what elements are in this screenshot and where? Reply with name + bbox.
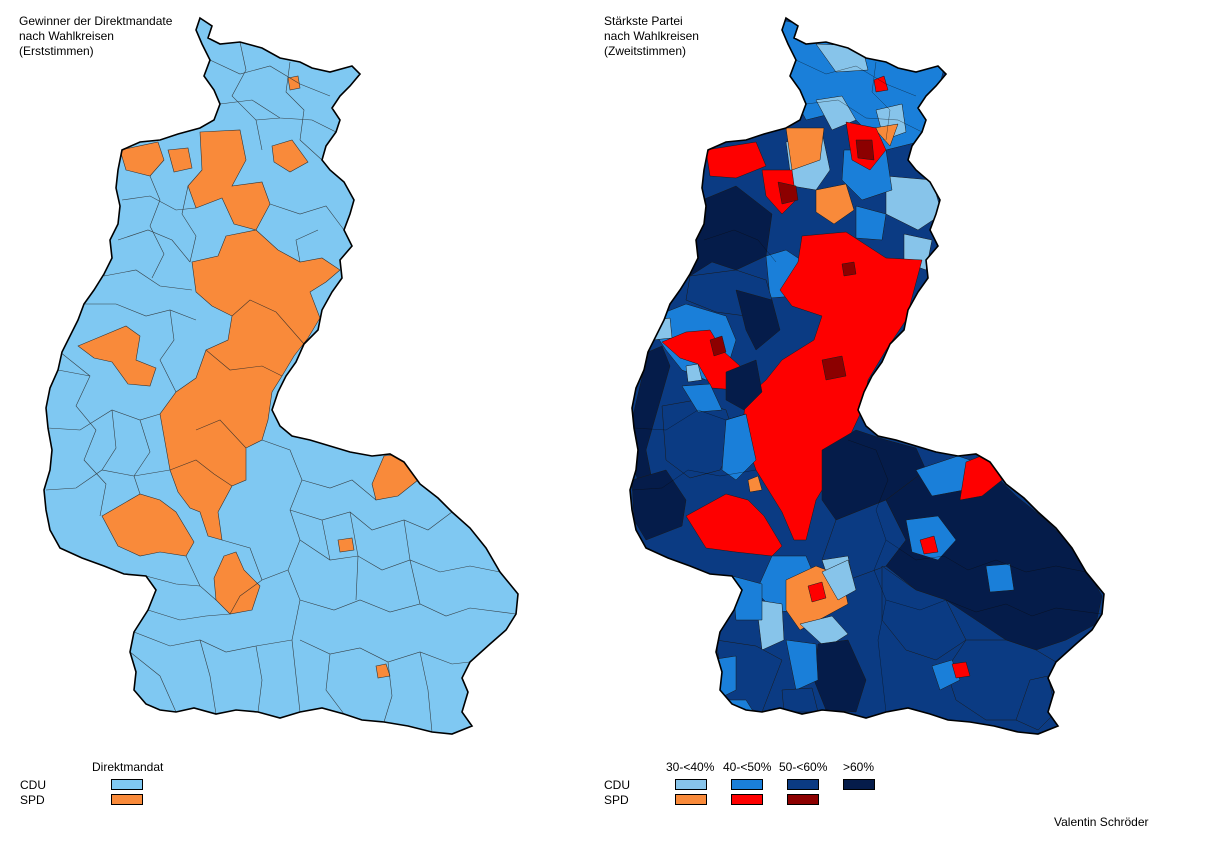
left-map-regions <box>45 41 517 733</box>
author-credit: Valentin Schröder <box>1054 815 1149 829</box>
right-map <box>629 17 1105 735</box>
right-legend-label-cdu: CDU <box>604 778 630 792</box>
left-map <box>43 17 519 735</box>
right-legend-swatch-cdu-50-60 <box>787 779 819 790</box>
right-legend-swatch-spd-50-60 <box>787 794 819 805</box>
right-legend-swatch-spd-30-40 <box>675 794 707 805</box>
right-legend-col-40-50: 40-<50% <box>723 760 772 774</box>
left-legend-swatch-cdu <box>111 779 143 790</box>
right-legend-col-50-60: 50-<60% <box>779 760 828 774</box>
right-legend-col-30-40: 30-<40% <box>666 760 715 774</box>
right-map-regions <box>631 19 1103 731</box>
left-map-title: Gewinner der Direktmandate nach Wahlkrei… <box>19 14 173 58</box>
left-legend-header: Direktmandat <box>92 760 164 774</box>
right-legend-swatch-cdu-40-50 <box>731 779 763 790</box>
right-legend-swatch-cdu-60-plus <box>843 779 875 790</box>
right-legend-swatch-spd-40-50 <box>731 794 763 805</box>
right-legend-swatch-cdu-30-40 <box>675 779 707 790</box>
right-legend-label-spd: SPD <box>604 793 629 807</box>
left-legend-label-spd: SPD <box>20 793 45 807</box>
left-legend-label-cdu: CDU <box>20 778 46 792</box>
left-legend-swatch-spd <box>111 794 143 805</box>
right-legend-col-60-plus: >60% <box>843 760 875 774</box>
right-map-title: Stärkste Partei nach Wahlkreisen (Zweits… <box>604 14 699 58</box>
